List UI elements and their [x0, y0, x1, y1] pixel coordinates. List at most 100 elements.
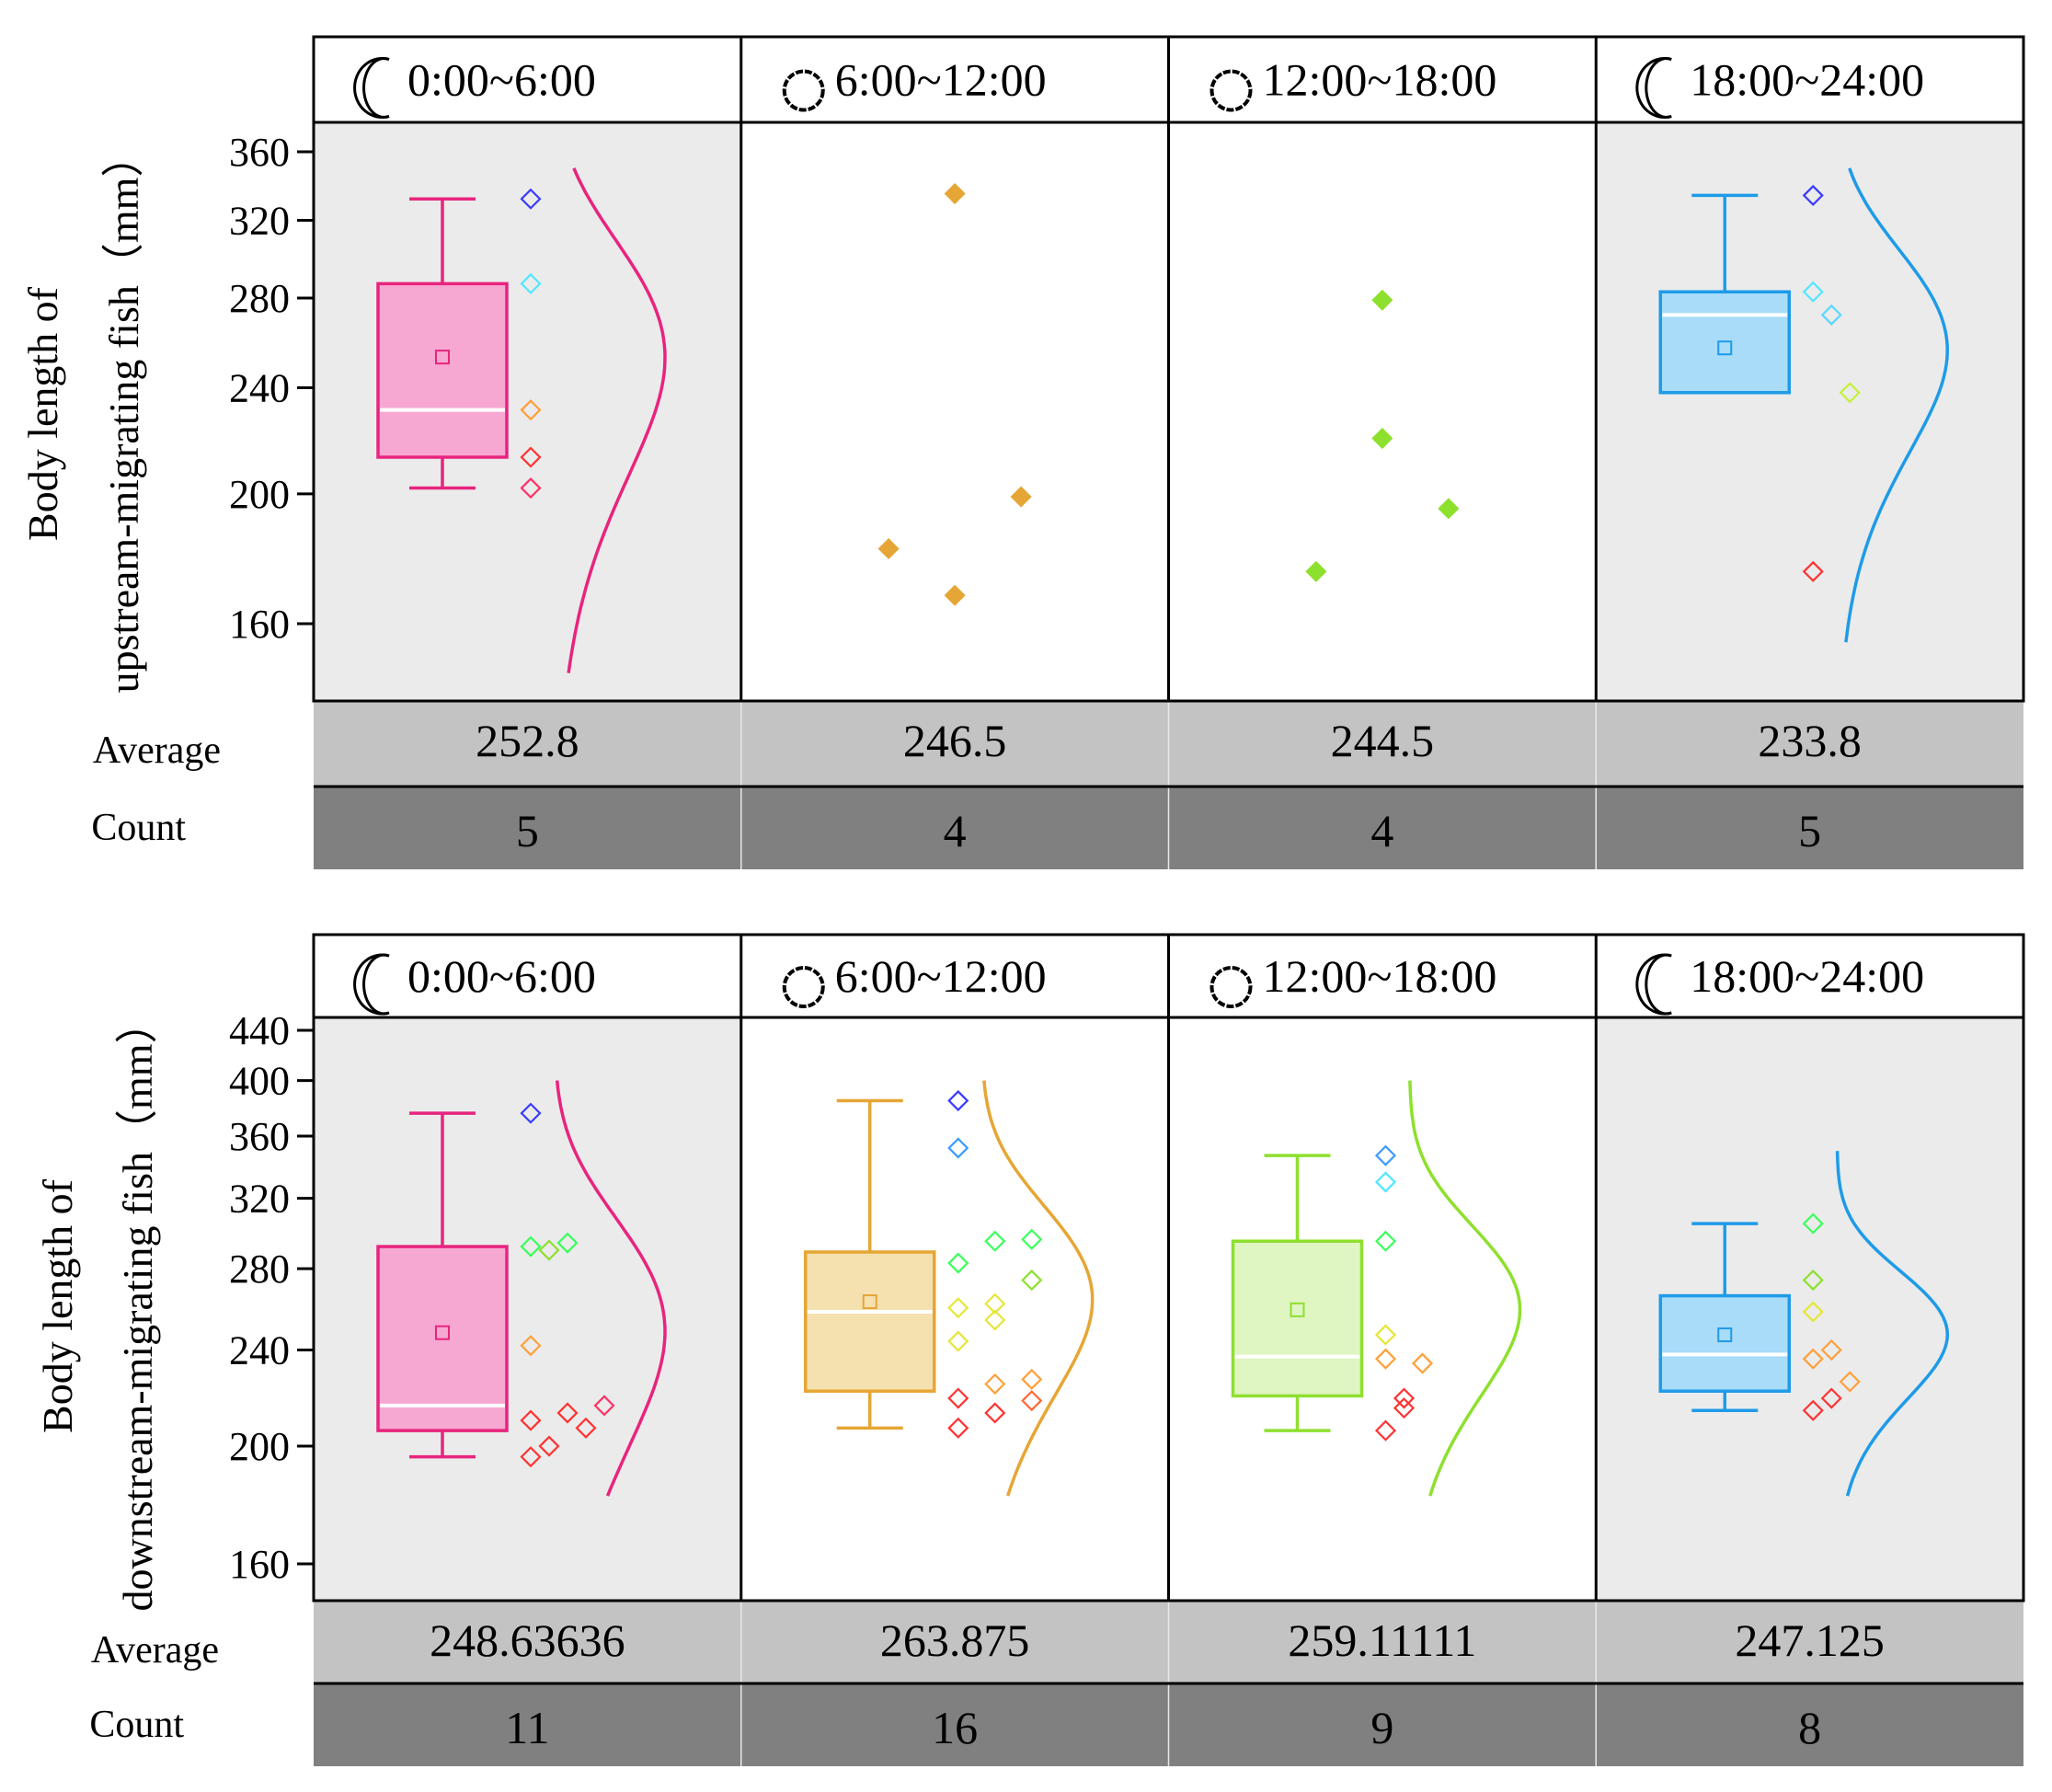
mean-marker: [435, 1325, 450, 1340]
average-value: 244.5: [1331, 715, 1435, 766]
iqr-box: [804, 1250, 936, 1393]
data-point: [556, 1232, 579, 1254]
data-point: [520, 1102, 542, 1124]
distribution-curve: [1844, 167, 1949, 643]
panel-background: [740, 122, 1169, 701]
data-point: [1393, 1387, 1416, 1409]
distribution-curve: [555, 1080, 667, 1497]
panel-6:00~12:00: 6:00~12:00 246.5 4: [782, 54, 1047, 856]
y-tick-label: 240: [229, 1328, 290, 1373]
y-tick-label: 440: [229, 1008, 290, 1053]
panel-header-label: 18:00~24:00: [1690, 950, 1924, 1002]
y-tick-label: 360: [229, 130, 290, 175]
data-point: [520, 399, 542, 421]
data-point: [1010, 486, 1032, 508]
y-axis-title-line2: downstream-migrating fish（mm）: [114, 1001, 161, 1611]
iqr-box: [1658, 1293, 1791, 1393]
iqr-box: [1231, 1239, 1364, 1398]
count-value: 4: [944, 805, 967, 856]
distribution-curve: [567, 167, 667, 673]
count-value: 16: [932, 1702, 978, 1753]
data-point: [1802, 1212, 1824, 1235]
mean-marker: [862, 1294, 877, 1310]
data-point: [1021, 1228, 1043, 1250]
moon-icon: [1635, 953, 1672, 1016]
y-tick-label: 320: [229, 199, 290, 244]
data-point: [1802, 1399, 1824, 1421]
data-point: [947, 1330, 969, 1352]
data-point: [1802, 1301, 1824, 1323]
data-point: [1820, 304, 1842, 326]
data-point: [1802, 281, 1824, 303]
mean-marker: [1290, 1302, 1305, 1317]
panel-0:00~6:00: 0:00~6:00 252.8 5: [353, 54, 667, 856]
chart-upstream: 160 200 240 280 320 360 Body length of upstream…: [19, 35, 2025, 869]
distribution-curve: [982, 1080, 1095, 1497]
panel-0:00~6:00: 0:00~6:00 248.63636 11: [353, 950, 667, 1753]
data-point: [984, 1373, 1006, 1396]
y-tick-label: 240: [229, 366, 290, 411]
data-point: [984, 1402, 1006, 1424]
iqr-box: [376, 281, 509, 459]
data-point: [1411, 1352, 1434, 1374]
panel-header-label: 0:00~6:00: [407, 950, 596, 1002]
average-value: 247.125: [1735, 1614, 1885, 1666]
count-value: 4: [1370, 805, 1393, 856]
data-point: [1021, 1269, 1043, 1292]
average-value: 233.8: [1758, 715, 1862, 766]
chart-downstream: 160 200 240 280 320 360 400 440 Body length of do…: [34, 933, 2025, 1766]
panel-header-label: 6:00~12:00: [835, 950, 1047, 1002]
count-value: 5: [1798, 805, 1821, 856]
data-point: [1374, 1324, 1397, 1346]
data-point: [944, 584, 966, 606]
data-point: [593, 1395, 615, 1417]
data-point: [1371, 289, 1393, 311]
data-point: [1802, 184, 1824, 206]
average-value: 263.875: [880, 1614, 1030, 1666]
data-point: [538, 1435, 560, 1457]
data-point: [575, 1417, 597, 1439]
y-tick-label: 280: [229, 1246, 290, 1292]
moon-icon: [353, 57, 390, 119]
data-point: [1021, 1390, 1043, 1412]
panel-6:00~12:00: 6:00~12:00 263.875 16: [782, 950, 1095, 1753]
count-value: 11: [505, 1702, 549, 1753]
data-point: [520, 1335, 542, 1357]
data-point: [1374, 1171, 1397, 1193]
data-point: [520, 477, 542, 500]
data-point: [984, 1230, 1006, 1252]
data-point: [947, 1137, 969, 1159]
distribution-curve: [1835, 1151, 1950, 1497]
data-point: [1820, 1387, 1842, 1409]
data-point: [1021, 1368, 1043, 1391]
data-point: [1438, 498, 1460, 520]
moon-icon: [1635, 57, 1672, 119]
y-axis-title-line1: Body length of: [19, 286, 66, 541]
average-value: 259.11111: [1288, 1614, 1476, 1666]
data-point: [1371, 427, 1393, 450]
average-value: 246.5: [903, 715, 1007, 766]
y-axis-title-line1: Body length of: [34, 1178, 81, 1433]
data-point: [520, 272, 542, 294]
y-tick-label: 360: [229, 1114, 290, 1159]
sun-icon: [782, 966, 825, 1008]
y-tick-label: 200: [229, 1424, 290, 1469]
data-point: [520, 1409, 542, 1431]
data-point: [947, 1090, 969, 1112]
panel-header-label: 0:00~6:00: [407, 54, 596, 106]
average-row-label: Average: [93, 729, 221, 772]
data-point: [1374, 1144, 1397, 1166]
panel-header-label: 6:00~12:00: [835, 54, 1047, 106]
data-point: [1802, 560, 1824, 582]
data-point: [947, 1297, 969, 1319]
count-row-label: Count: [89, 1704, 184, 1746]
distribution-curve: [1408, 1080, 1522, 1497]
data-point: [877, 537, 900, 560]
data-point: [556, 1402, 579, 1424]
data-point: [1802, 1348, 1824, 1370]
panel-18:00~24:00: 18:00~24:00 233.8 5: [1635, 54, 1949, 856]
panel-background: [1168, 122, 1597, 701]
sun-icon: [1209, 69, 1253, 112]
data-point: [520, 446, 542, 468]
sun-icon: [782, 69, 825, 112]
